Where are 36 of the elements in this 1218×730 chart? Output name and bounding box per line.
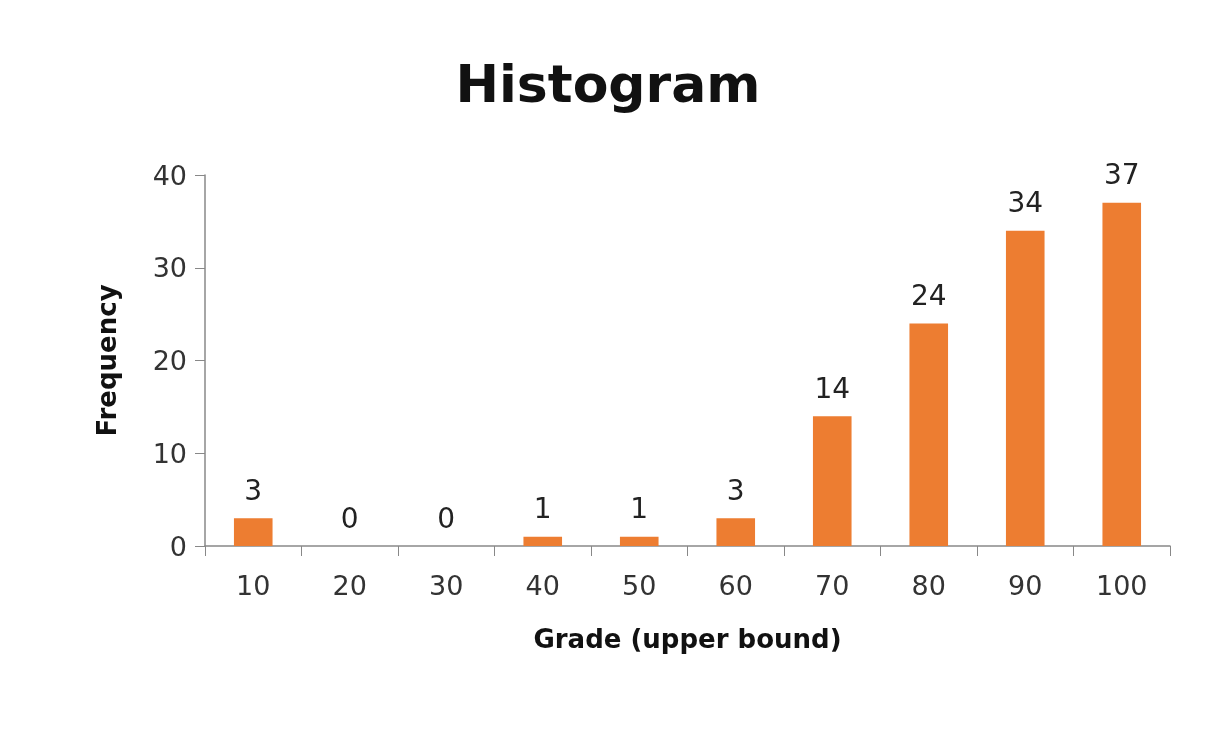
y-tick-label: 20 [152, 345, 187, 376]
data-label: 24 [910, 278, 947, 312]
x-tick-label: 40 [525, 570, 560, 601]
bar [523, 536, 563, 546]
x-tick-label: 100 [1095, 570, 1148, 601]
x-tick-label: 70 [815, 570, 850, 601]
data-label: 14 [814, 371, 851, 405]
x-tick-label: 10 [236, 570, 271, 601]
x-tick-label: 90 [1008, 570, 1043, 601]
data-label: 0 [340, 501, 359, 535]
x-tick-label: 50 [622, 570, 657, 601]
data-label: 1 [630, 492, 649, 526]
data-label: 3 [244, 473, 263, 507]
chart-title: Histogram [455, 54, 761, 114]
x-tick-label: 30 [429, 570, 464, 601]
x-tick-label: 60 [718, 570, 753, 601]
y-tick-label: 40 [152, 159, 187, 191]
y-tick-label: 0 [169, 530, 187, 562]
bar [619, 536, 659, 546]
bar [1102, 202, 1142, 546]
bar [812, 416, 852, 546]
y-tick-label: 30 [152, 252, 187, 284]
y-tick-label: 10 [152, 437, 187, 469]
data-label: 0 [437, 501, 456, 535]
x-axis-title: Grade (upper bound) [533, 624, 842, 654]
bar [1005, 230, 1045, 546]
data-label: 1 [533, 492, 552, 526]
x-tick-label: 20 [332, 570, 367, 601]
data-label: 3 [726, 473, 745, 507]
bar [716, 518, 756, 546]
data-label: 37 [1103, 158, 1140, 192]
x-tick-label: 80 [911, 570, 946, 601]
bar [909, 323, 949, 546]
y-axis-title: Frequency [92, 284, 122, 437]
data-label: 34 [1007, 186, 1044, 220]
bar [233, 518, 273, 546]
